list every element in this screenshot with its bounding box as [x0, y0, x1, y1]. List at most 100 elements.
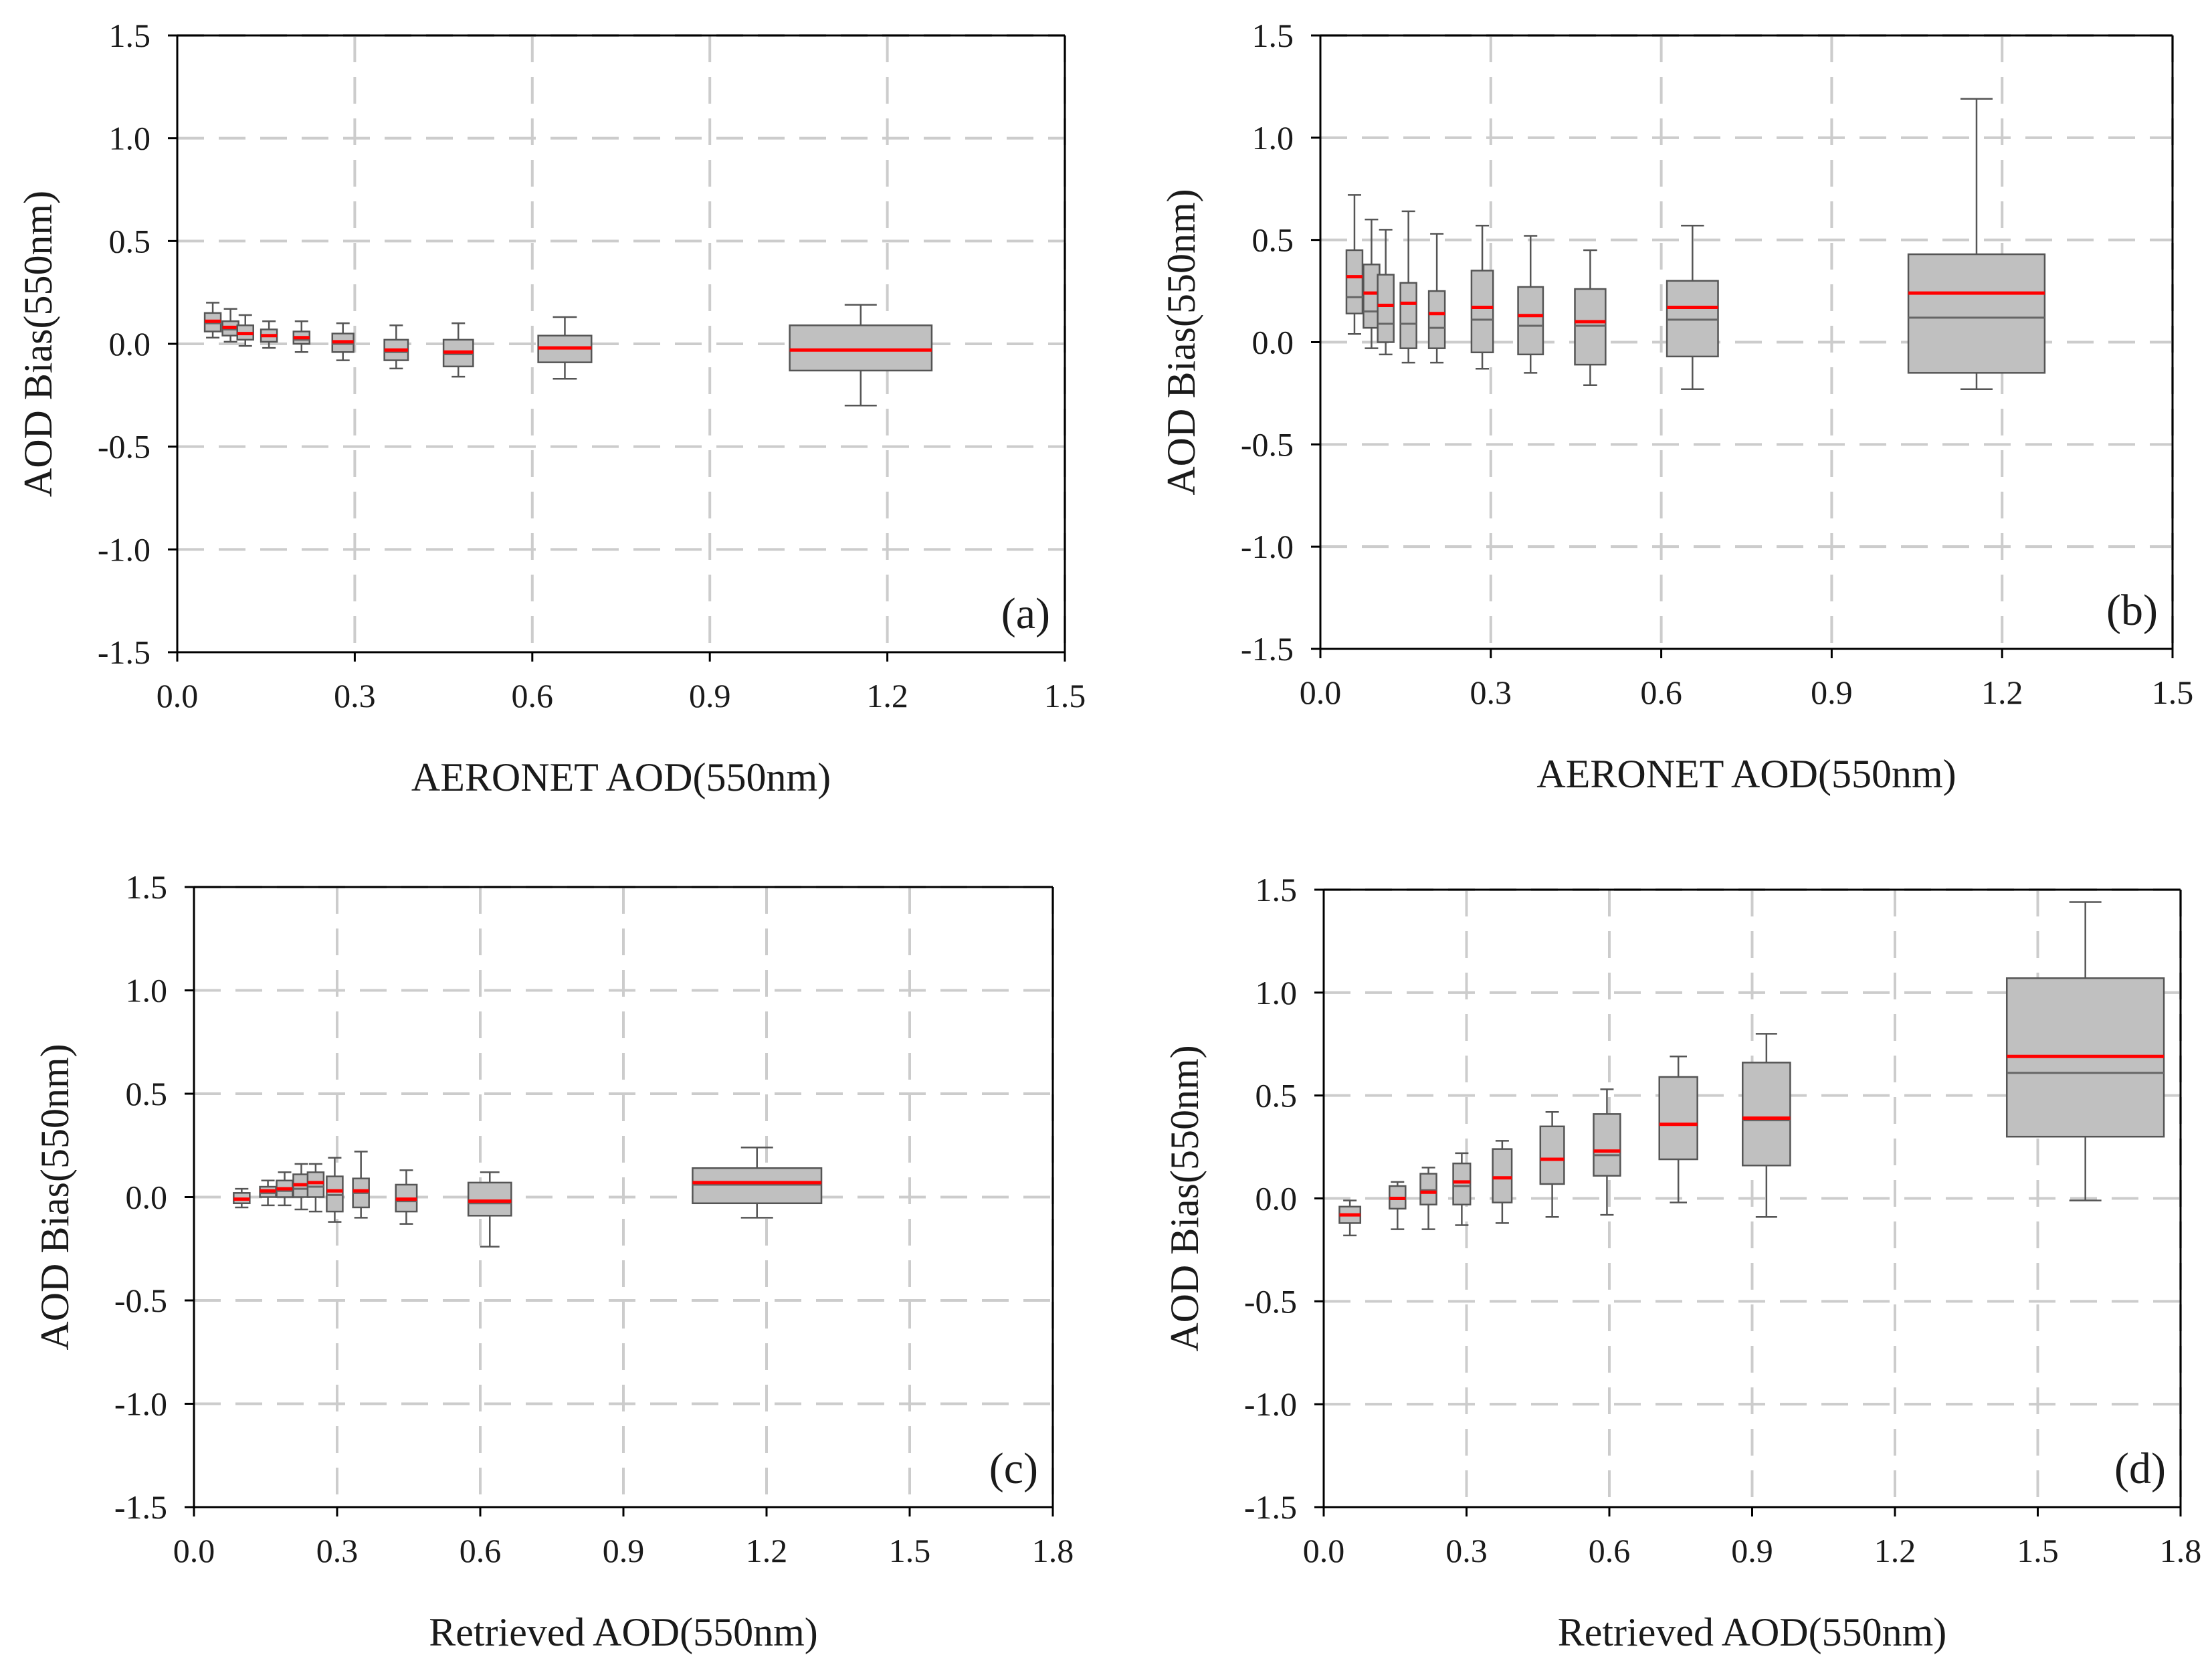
axes: 0.0 0.3 0.6 0.9 1.2 1.5 1.5 1.0 0.5 0.0 -0.5 -1.0 -1…: [98, 17, 1086, 714]
panel-d: 0.0 0.3 0.6 0.9 1.2 1.5 1.8 1.5 1.0 0.5 0.0 -0.5 -1.…: [1163, 871, 2201, 1654]
box-plot: [1539, 1111, 1565, 1218]
axes: 0.0 0.3 0.6 0.9 1.2 1.5 1.5 1.0 0.5 0.0 -0.5 -1.0 -1…: [1241, 17, 2193, 711]
box-plot: [395, 1169, 418, 1225]
interquartile-box: [1658, 1076, 1698, 1161]
y-tick-label: -0.5: [1244, 1282, 1297, 1320]
y-tick-label: -0.5: [1241, 425, 1294, 463]
y-tick-label: 1.0: [1252, 119, 1294, 157]
axes: 0.0 0.3 0.6 0.9 1.2 1.5 1.8 1.5 1.0 0.5 0.0 -0.5 -1.…: [114, 868, 1074, 1569]
y-tick-label: -1.0: [98, 530, 150, 568]
box-plot: [1517, 235, 1544, 374]
x-axis-title: Retrieved AOD(550nm): [1558, 1610, 1947, 1654]
x-tick-label: 0.9: [603, 1532, 645, 1569]
box-plot: [1389, 1181, 1407, 1230]
y-tick-label: 1.0: [1255, 974, 1298, 1011]
box-plot: [1427, 233, 1446, 364]
box-plot: [1470, 225, 1494, 370]
x-tick-label: 1.5: [889, 1532, 931, 1569]
x-tick-label: 0.0: [1300, 674, 1342, 711]
x-tick-label: 0.0: [1303, 1532, 1345, 1569]
box-plot: [306, 1163, 325, 1213]
y-axis-title: AOD Bias(550nm): [16, 191, 60, 497]
box-plot: [1574, 249, 1607, 386]
y-tick-label: 0.5: [1255, 1077, 1298, 1114]
box-plot: [2005, 901, 2165, 1201]
y-tick-label: 0.5: [126, 1075, 168, 1112]
y-tick-label: 1.5: [1255, 871, 1298, 908]
y-tick-label: 0.5: [109, 222, 151, 260]
y-tick-label: 0.0: [126, 1179, 168, 1216]
y-tick-label: -1.0: [114, 1385, 167, 1423]
x-tick-label: 0.6: [512, 677, 554, 714]
box-plot: [1338, 1199, 1362, 1237]
box-plot: [442, 322, 474, 378]
x-tick-label: 1.8: [1032, 1532, 1074, 1569]
y-tick-label: -0.5: [114, 1282, 167, 1319]
box-plot: [1907, 98, 2046, 391]
x-tick-label: 1.2: [1981, 674, 2023, 711]
box-plot: [383, 324, 409, 370]
box-plot: [1377, 229, 1395, 356]
box-plot: [1419, 1167, 1437, 1230]
box-plot: [331, 322, 355, 361]
y-tick-label: -1.5: [1244, 1488, 1297, 1526]
x-tick-label: 0.9: [1731, 1532, 1773, 1569]
box-plot: [467, 1171, 512, 1248]
box-plot: [537, 316, 593, 380]
x-tick-label: 0.3: [316, 1532, 359, 1569]
interquartile-box: [692, 1167, 823, 1205]
panel-label: (b): [2106, 586, 2158, 635]
interquartile-box: [1517, 286, 1544, 356]
interquartile-box: [1419, 1173, 1437, 1205]
box-plot: [1345, 194, 1364, 335]
interquartile-box: [1452, 1162, 1472, 1205]
box-plot: [259, 1179, 277, 1207]
box-plot: [292, 320, 311, 353]
box-plot-marks: [1338, 901, 2165, 1237]
box-plot: [1742, 1033, 1791, 1218]
y-tick-label: -1.5: [1241, 630, 1294, 668]
panel-label: (a): [1001, 589, 1050, 638]
x-tick-label: 0.0: [157, 677, 199, 714]
x-axis-title: AERONET AOD(550nm): [411, 755, 831, 799]
x-axis-title: Retrieved AOD(550nm): [429, 1610, 818, 1654]
box-plot: [233, 1187, 251, 1209]
x-tick-label: 0.9: [689, 677, 731, 714]
x-tick-label: 0.6: [1589, 1532, 1631, 1569]
interquartile-box: [1593, 1113, 1621, 1177]
x-tick-label: 0.9: [1811, 674, 1853, 711]
x-tick-label: 1.5: [2017, 1532, 2059, 1569]
y-tick-label: 1.0: [109, 120, 151, 157]
box-plot: [1492, 1140, 1513, 1224]
x-tick-label: 0.3: [334, 677, 376, 714]
box-plot: [221, 308, 239, 343]
y-axis-title: AOD Bias(550nm): [1159, 189, 1203, 495]
interquartile-box: [1907, 253, 2046, 374]
y-tick-label: 1.0: [126, 972, 168, 1009]
x-tick-label: 1.5: [1044, 677, 1086, 714]
panel-c: 0.0 0.3 0.6 0.9 1.2 1.5 1.8 1.5 1.0 0.5 0.0 -0.5 -1.…: [33, 868, 1074, 1654]
x-tick-label: 1.2: [1874, 1532, 1916, 1569]
y-tick-label: 0.0: [1255, 1180, 1298, 1217]
y-tick-label: 1.5: [126, 868, 168, 906]
box-plot: [789, 304, 933, 407]
box-plot: [1452, 1152, 1472, 1226]
y-axis-title: AOD Bias(550nm): [33, 1044, 77, 1350]
axes: 0.0 0.3 0.6 0.9 1.2 1.5 1.8 1.5 1.0 0.5 0.0 -0.5 -1.…: [1244, 871, 2201, 1569]
y-tick-label: 0.0: [1252, 324, 1294, 361]
interquartile-box: [1345, 249, 1364, 314]
x-tick-label: 0.6: [460, 1532, 502, 1569]
y-tick-label: -1.0: [1244, 1385, 1297, 1423]
y-tick-label: -1.5: [98, 633, 150, 671]
interquartile-box: [1399, 282, 1417, 349]
y-axis-title: AOD Bias(550nm): [1163, 1045, 1207, 1351]
interquartile-box: [1742, 1062, 1791, 1167]
x-tick-label: 1.2: [746, 1532, 788, 1569]
interquartile-box: [306, 1171, 325, 1198]
interquartile-box: [1492, 1148, 1513, 1203]
x-tick-label: 0.0: [173, 1532, 215, 1569]
panel-label: (d): [2114, 1444, 2166, 1493]
y-tick-label: -1.5: [114, 1488, 167, 1526]
y-tick-label: -0.5: [98, 428, 150, 466]
interquartile-box: [1539, 1125, 1565, 1185]
